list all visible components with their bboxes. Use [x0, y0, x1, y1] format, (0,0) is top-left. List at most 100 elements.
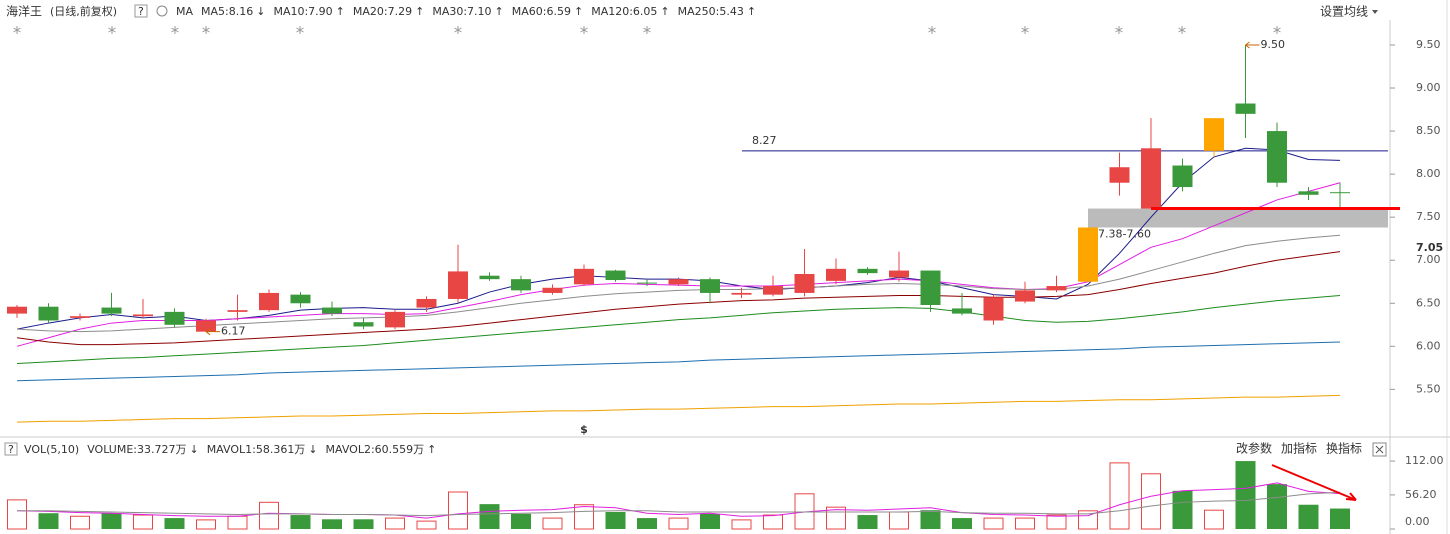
volume-bar: [952, 518, 972, 529]
y-tick-label: 8.00: [1416, 167, 1441, 180]
legend-arrow: ↑: [427, 443, 436, 456]
legend-entry: MA250:5.43: [678, 5, 744, 18]
event-icon: [928, 26, 936, 34]
ma-line: [16, 295, 1341, 365]
candle-body: [1330, 192, 1350, 194]
close-button[interactable]: [1372, 442, 1387, 457]
volume-bar: [542, 517, 563, 530]
candle-body: [479, 275, 500, 280]
volume-bar: [1015, 517, 1035, 530]
ma-line: [16, 251, 1341, 346]
y-tick-label: 6.50: [1416, 296, 1441, 309]
volume-bar: [1078, 510, 1098, 530]
event-icon: [108, 26, 116, 34]
legend-arrow: ↑: [415, 5, 424, 18]
event-icon: [580, 26, 588, 34]
volume-bar: [385, 517, 405, 530]
help[interactable]: ?: [8, 443, 14, 456]
candle-body: [952, 308, 972, 314]
candle-body: [1204, 118, 1224, 151]
candle-body: [700, 279, 720, 293]
volume-bar: [38, 513, 59, 529]
y-tick-label: 8.50: [1416, 124, 1441, 137]
legend-arrow: ↑: [336, 5, 345, 18]
event-icon: [643, 26, 651, 34]
y-tick-label: 9.50: [1416, 38, 1441, 51]
volume-bar: [605, 512, 626, 529]
volume-bar: [637, 518, 657, 529]
ma-label: MA: [176, 5, 193, 18]
volume-bar: [920, 510, 941, 529]
candle-body: [353, 322, 374, 327]
candle-body: [1267, 131, 1287, 183]
period: (日线,前复权): [50, 4, 117, 18]
event-icon: [171, 26, 179, 34]
candle-body: [259, 292, 279, 311]
event-icon: [1178, 26, 1186, 34]
candle-body: [542, 287, 563, 293]
volume-bar: [1235, 461, 1256, 529]
candle-body: [416, 298, 437, 308]
event-icon: [296, 26, 304, 34]
mavol-line: [17, 491, 1341, 517]
close-icon[interactable]: [1375, 445, 1384, 454]
candle-body: [763, 286, 783, 295]
settings-icon[interactable]: [156, 5, 168, 17]
indicator-button[interactable]: 换指标: [1326, 441, 1362, 456]
icon-box: [134, 4, 148, 18]
legend-entry: VOLUME:33.727万: [87, 443, 186, 456]
event-icon: [1021, 26, 1029, 34]
y-tick-label: 112.00: [1405, 454, 1444, 467]
y-tick-label: 6.00: [1416, 339, 1441, 352]
volume-bar: [731, 519, 752, 530]
candle-body: [668, 279, 689, 285]
zone-label: 7.38-7.60: [1098, 228, 1151, 241]
event-icon: [202, 26, 210, 34]
legend-arrow: ↑: [495, 5, 504, 18]
legend-arrow: ↑: [747, 5, 756, 18]
event-marker: $: [580, 423, 588, 436]
volume-bar: [983, 517, 1004, 530]
candle-body: [605, 270, 626, 281]
indicator-button[interactable]: 改参数: [1236, 441, 1272, 456]
y-tick-label: 9.00: [1416, 81, 1441, 94]
candle-body: [322, 307, 342, 314]
candle-body: [1078, 227, 1098, 282]
candle-body: [574, 268, 594, 285]
indicator-button[interactable]: 加指标: [1281, 441, 1317, 456]
candle-body: [511, 279, 531, 291]
legend-entry: MA20:7.29: [353, 5, 412, 18]
legend-arrow: ↓: [308, 443, 317, 456]
candle-body: [1141, 148, 1161, 209]
dropdown-arrow[interactable]: [1372, 10, 1378, 14]
mavol-line: [16, 482, 1341, 519]
candle-body: [70, 316, 90, 318]
volume-bar: [353, 519, 374, 529]
candle-body: [826, 268, 846, 281]
candle-body: [1015, 290, 1035, 302]
y-tick-label: 0.00: [1405, 515, 1430, 528]
help[interactable]: ?: [138, 5, 144, 18]
y-tick-label: 5.50: [1416, 382, 1441, 395]
candle-body: [857, 268, 878, 274]
max-label: 9.50: [1261, 38, 1286, 51]
ma-line: [16, 394, 1341, 423]
candle-body: [889, 270, 909, 278]
volume-bar: [1267, 484, 1287, 529]
volume-bar: [290, 515, 311, 529]
candle-body: [1172, 165, 1193, 188]
volume-bar: [479, 504, 500, 529]
candle-body: [227, 310, 248, 312]
legend-entry: MA5:8.16: [201, 5, 253, 18]
settings-button[interactable]: 设置均线: [1320, 5, 1368, 19]
legend-entry: MA120:6.05: [591, 5, 657, 18]
candle-body: [385, 311, 405, 328]
volume-bar: [259, 501, 279, 530]
ma-line: [16, 341, 1341, 382]
volume-bar: [511, 513, 531, 529]
indicator-title: VOL(5,10): [24, 443, 79, 456]
legend-arrow: ↑: [660, 5, 669, 18]
stock-name: 海洋王: [6, 4, 42, 19]
candle-body: [290, 294, 311, 304]
